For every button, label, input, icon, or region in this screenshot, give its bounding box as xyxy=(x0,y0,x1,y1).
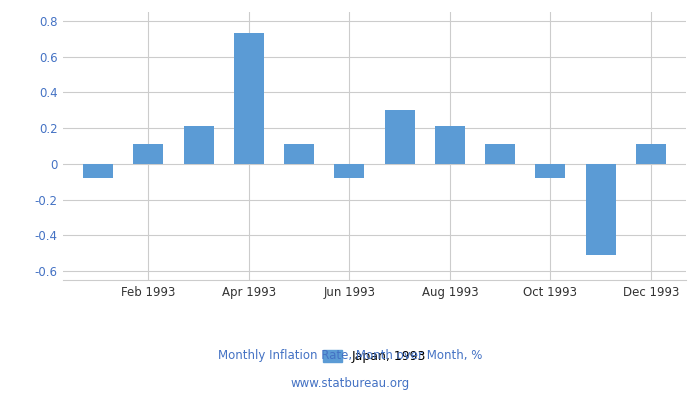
Bar xyxy=(585,164,616,255)
Text: www.statbureau.org: www.statbureau.org xyxy=(290,378,410,390)
Bar xyxy=(435,126,465,164)
Bar xyxy=(284,144,314,164)
Bar xyxy=(335,164,365,178)
Bar xyxy=(485,144,515,164)
Text: Monthly Inflation Rate, Month over Month, %: Monthly Inflation Rate, Month over Month… xyxy=(218,350,482,362)
Bar xyxy=(636,144,666,164)
Bar xyxy=(234,34,264,164)
Bar xyxy=(83,164,113,178)
Bar xyxy=(183,126,214,164)
Bar xyxy=(384,110,414,164)
Bar xyxy=(133,144,164,164)
Legend: Japan, 1993: Japan, 1993 xyxy=(318,345,431,368)
Bar xyxy=(536,164,566,178)
